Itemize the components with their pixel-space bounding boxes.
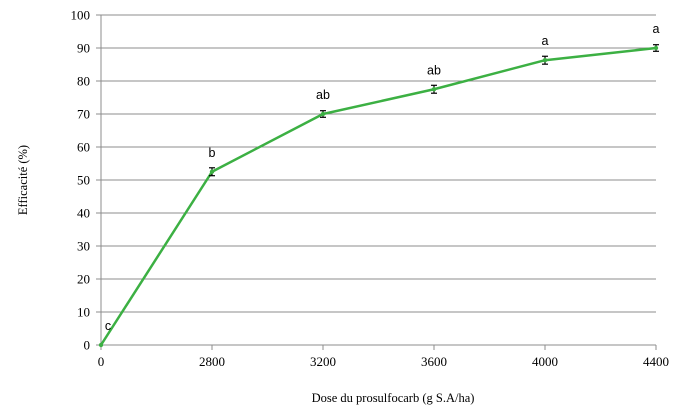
x-axis-title: Dose du prosulfocarb (g S.A/ha) [312,391,475,405]
significance-label: b [209,146,216,160]
y-tick-label: 100 [71,8,91,23]
significance-labels: c b ab ab a a [105,22,660,333]
significance-label: ab [316,88,330,102]
y-axis-title: Efficacité (%) [16,145,30,215]
significance-label: ab [427,63,441,77]
y-tick-label: 40 [77,206,90,221]
data-point [320,111,326,117]
data-points [98,45,659,348]
series-line [99,46,657,346]
significance-label: c [105,319,111,333]
y-tick-label: 50 [77,173,90,188]
x-tick-labels: 0 2800 3200 3600 4000 4400 [98,354,669,369]
y-tick-label: 0 [84,338,91,353]
x-tick-label: 4000 [532,354,558,369]
x-tick-label: 0 [98,354,105,369]
y-tick-label: 90 [77,41,90,56]
gridlines [101,14,656,313]
x-tick-label: 3600 [421,354,447,369]
y-tick-label: 60 [77,140,90,155]
series-line-path [99,46,657,346]
y-tick-label: 10 [77,305,90,320]
data-point [653,45,659,51]
significance-label: a [542,34,549,48]
y-tick-label: 30 [77,239,90,254]
significance-label: a [653,22,660,36]
x-tick-label: 2800 [199,354,225,369]
data-point [98,342,104,348]
y-tick-label: 80 [77,74,90,89]
y-tick-label: 70 [77,107,90,122]
y-tick-label: 20 [77,272,90,287]
data-point [209,169,215,174]
axes [96,14,657,350]
y-tick-labels: 0 10 20 30 40 50 60 70 80 90 100 [71,8,91,353]
x-tick-label: 3200 [310,354,336,369]
data-point [431,87,437,92]
x-tick-label: 4400 [643,354,669,369]
data-point [542,58,548,63]
